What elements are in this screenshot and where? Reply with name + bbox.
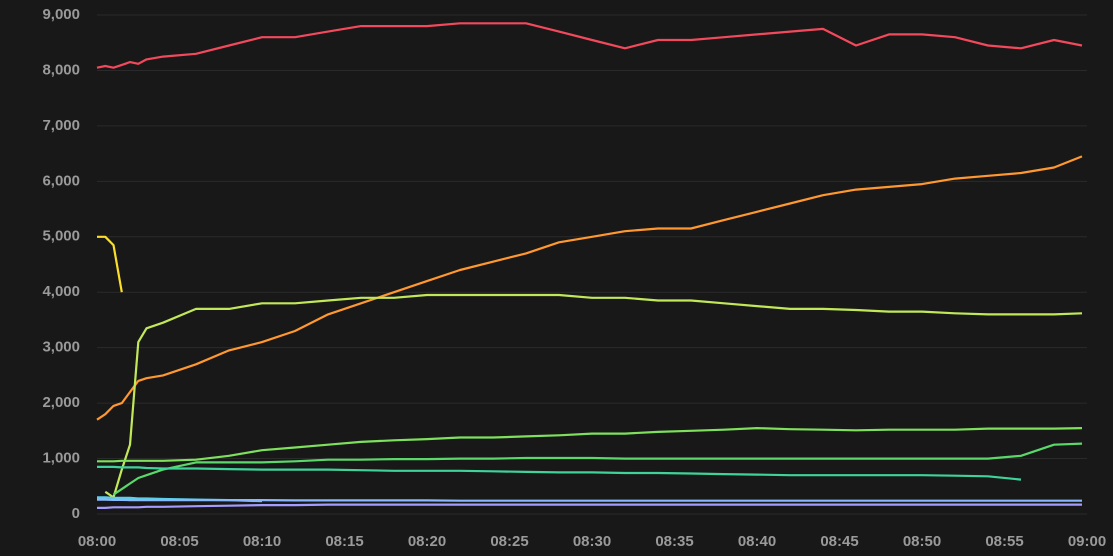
x-tick-label: 08:00 (78, 533, 116, 550)
y-tick-label: 5,000 (42, 228, 80, 245)
x-tick-label: 08:20 (408, 533, 446, 550)
y-tick-label: 3,000 (42, 339, 80, 356)
y-tick-label: 7,000 (42, 117, 80, 134)
x-tick-label: 08:25 (490, 533, 528, 550)
x-tick-label: 08:50 (903, 533, 941, 550)
x-tick-label: 08:40 (738, 533, 776, 550)
x-tick-label: 08:45 (820, 533, 858, 550)
series-line (104, 293, 1083, 499)
series-line (96, 22, 1083, 69)
x-tick-label: 08:10 (243, 533, 281, 550)
series-line (97, 465, 1022, 481)
x-tick-label: 08:15 (325, 533, 363, 550)
x-tick-label: 08:35 (655, 533, 693, 550)
series-line (97, 498, 1082, 502)
series-line (97, 427, 1083, 463)
x-tick-label: 08:30 (573, 533, 611, 550)
x-tick-label: 08:05 (160, 533, 198, 550)
y-tick-label: 8,000 (42, 61, 80, 78)
series-line (96, 155, 1083, 421)
y-tick-label: 6,000 (42, 172, 80, 189)
x-tick-label: 09:00 (1068, 533, 1106, 550)
x-tick-label: 08:55 (985, 533, 1023, 550)
y-tick-label: 1,000 (42, 450, 80, 467)
y-tick-label: 9,000 (42, 6, 80, 23)
y-tick-label: 0 (72, 505, 80, 522)
series-line (97, 503, 1082, 509)
series-line (97, 235, 123, 293)
y-tick-label: 2,000 (42, 394, 80, 411)
series-line (112, 442, 1083, 496)
y-tick-label: 4,000 (42, 283, 80, 300)
